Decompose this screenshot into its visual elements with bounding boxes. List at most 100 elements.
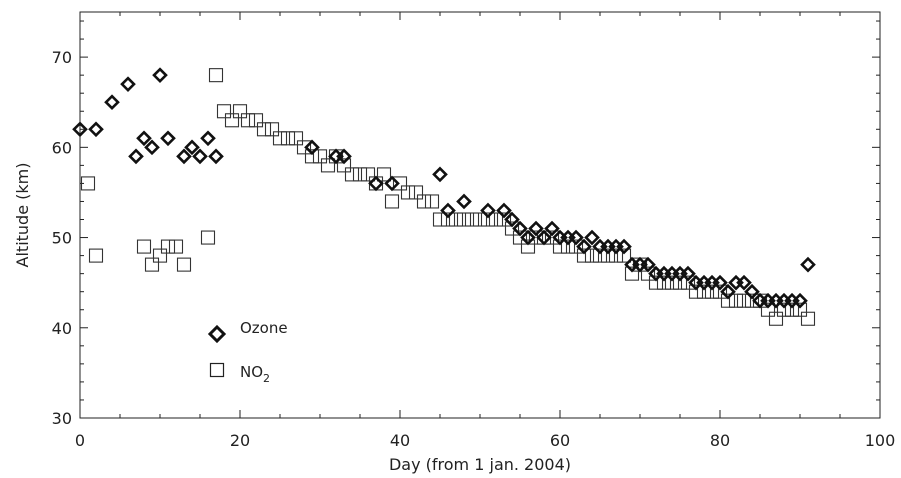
no2-point	[704, 284, 720, 299]
no2-point	[616, 248, 632, 263]
no2-point	[408, 185, 424, 200]
legend-item-ozone: Ozone	[207, 319, 288, 344]
square-icon	[209, 362, 225, 378]
no2-point	[344, 167, 360, 182]
data-points	[72, 67, 816, 326]
ozone-point	[136, 130, 152, 147]
no2-point	[232, 104, 248, 119]
ozone-point	[680, 265, 696, 282]
no2-point	[496, 212, 512, 227]
no2-point	[360, 167, 376, 182]
ozone-point	[72, 121, 88, 138]
no2-point	[152, 248, 168, 263]
no2-point	[520, 239, 536, 254]
no2-point	[88, 248, 104, 263]
no2-point	[552, 239, 568, 254]
no2-point	[544, 230, 560, 245]
no2-point	[400, 185, 416, 200]
ozone-point	[104, 94, 120, 111]
ozone-point	[568, 229, 584, 246]
y-tick-label: 60	[52, 138, 72, 157]
no2-point	[608, 248, 624, 263]
no2-point	[776, 302, 792, 317]
no2-point	[392, 176, 408, 191]
x-tick-label: 100	[865, 431, 896, 450]
no2-point	[376, 167, 392, 182]
ozone-point	[536, 229, 552, 246]
no2-point	[456, 212, 472, 227]
no2-point	[784, 302, 800, 317]
x-axis-title: Day (from 1 jan. 2004)	[389, 455, 571, 474]
no2-point	[648, 275, 664, 290]
no2-point	[296, 140, 312, 155]
no2-point	[696, 284, 712, 299]
ozone-point	[616, 238, 632, 255]
ozone-point	[576, 238, 592, 255]
no2-point	[136, 239, 152, 254]
no2-point	[504, 221, 520, 236]
no2-point	[240, 113, 256, 128]
ozone-point	[192, 148, 208, 165]
ozone-point	[160, 130, 176, 147]
legend-item-no2: NO2	[209, 362, 270, 385]
x-tick-label: 60	[550, 431, 570, 450]
no2-point	[200, 230, 216, 245]
no2-point	[80, 176, 96, 191]
x-axis: 0 20 40 60 80 100	[75, 12, 895, 450]
no2-point	[600, 248, 616, 263]
x-tick-label: 20	[230, 431, 250, 450]
ozone-point	[304, 139, 320, 156]
no2-point	[688, 284, 704, 299]
no2-point	[168, 239, 184, 254]
no2-point	[248, 113, 264, 128]
ozone-point	[88, 121, 104, 138]
no2-point	[216, 104, 232, 119]
ozone-point	[480, 202, 496, 219]
no2-point	[656, 275, 672, 290]
ozone-point	[800, 256, 816, 273]
no2-point	[464, 212, 480, 227]
no2-point	[488, 212, 504, 227]
no2-point	[736, 293, 752, 308]
ozone-point	[584, 229, 600, 246]
no2-point	[640, 266, 656, 281]
x-tick-label: 40	[390, 431, 410, 450]
y-tick-label: 50	[52, 229, 72, 248]
no2-point	[560, 239, 576, 254]
no2-point	[768, 311, 784, 326]
ozone-point	[152, 67, 168, 83]
no2-point	[384, 194, 400, 209]
no2-point	[264, 122, 280, 137]
ozone-point	[456, 193, 472, 210]
ozone-point	[336, 148, 352, 165]
no2-point	[432, 212, 448, 227]
ozone-point	[744, 283, 760, 300]
ozone-point	[544, 220, 560, 237]
legend-label-no2-subscript: 2	[263, 372, 270, 385]
no2-point	[208, 68, 224, 83]
ozone-point	[520, 229, 536, 246]
no2-point	[712, 284, 728, 299]
ozone-point	[200, 130, 216, 147]
ozone-point	[504, 211, 520, 228]
x-tick-label: 0	[75, 431, 85, 450]
ozone-point	[792, 292, 808, 309]
no2-point	[312, 149, 328, 164]
ozone-point	[712, 274, 728, 291]
ozone-point	[184, 139, 200, 156]
no2-point	[624, 266, 640, 281]
ozone-point	[432, 166, 448, 183]
no2-point	[744, 293, 760, 308]
no2-point	[680, 275, 696, 290]
ozone-point	[208, 148, 224, 165]
diamond-icon	[207, 324, 227, 344]
no2-point	[160, 239, 176, 254]
y-tick-label: 30	[52, 409, 72, 428]
no2-point	[760, 302, 776, 317]
no2-point	[320, 158, 336, 173]
no2-point	[224, 113, 240, 128]
no2-point	[568, 239, 584, 254]
ozone-point	[528, 220, 544, 237]
no2-point	[288, 131, 304, 146]
